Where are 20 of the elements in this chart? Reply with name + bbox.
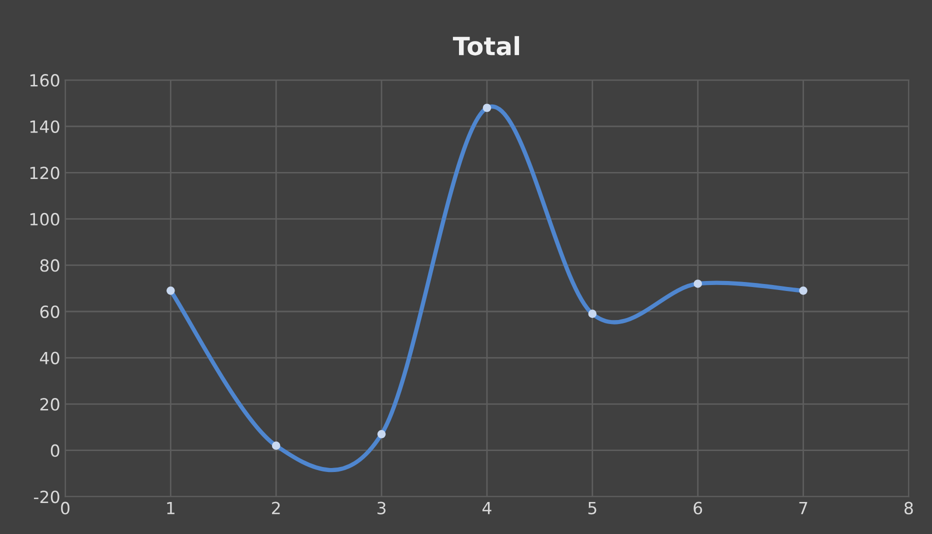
- y-tick-label: 120: [30, 166, 60, 180]
- chart-title: Total: [452, 36, 520, 56]
- x-tick-label: 7: [799, 502, 808, 514]
- x-tick-label: 6: [694, 502, 702, 514]
- y-tick-label: 140: [30, 120, 60, 133]
- y-tick-label: 20: [40, 398, 60, 411]
- x-tick-label: 1: [167, 502, 174, 514]
- y-tick-label: 0: [50, 444, 60, 457]
- x-tick-label: 2: [272, 502, 280, 514]
- y-tick-label: 60: [40, 305, 60, 318]
- x-tick-label: 4: [482, 502, 492, 514]
- y-tick-label: 100: [30, 212, 60, 226]
- x-tick-label: 3: [378, 502, 386, 514]
- y-tick-label: -20: [34, 490, 60, 504]
- x-tick-label: 5: [588, 502, 596, 514]
- y-tick-label: 40: [40, 352, 60, 364]
- y-tick-label: 160: [30, 74, 60, 87]
- x-tick-label: 0: [61, 502, 70, 514]
- y-tick-label: 80: [40, 259, 60, 272]
- x-tick-label: 8: [904, 502, 913, 514]
